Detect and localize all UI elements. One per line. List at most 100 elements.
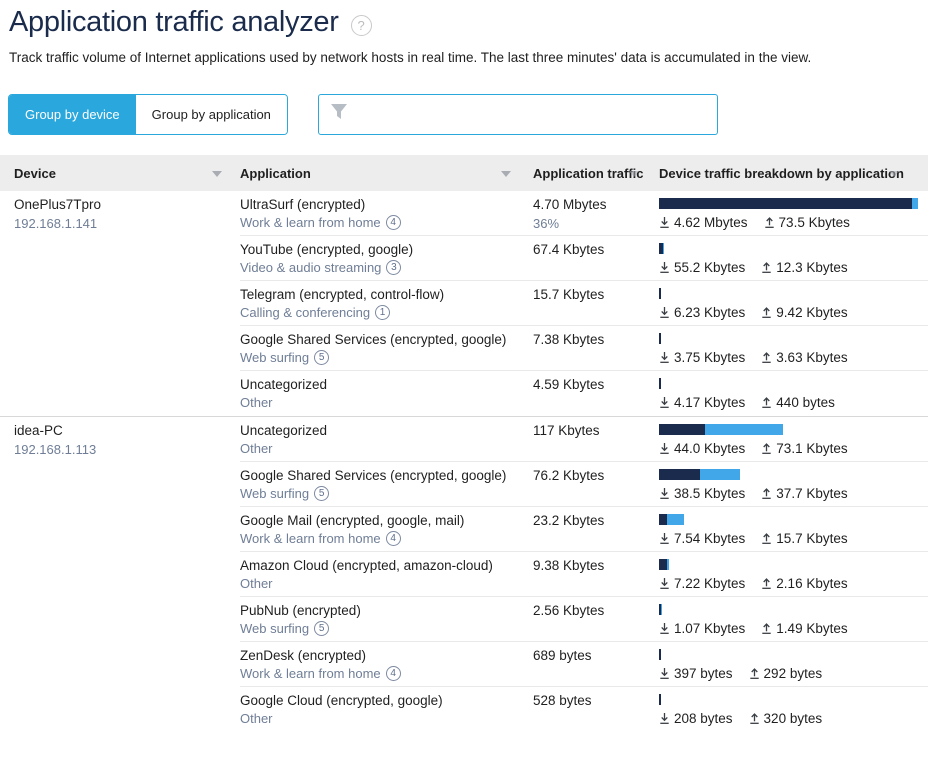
breakdown-cell: 4.62 Mbytes 73.5 Kbytes [659,197,928,235]
table-row[interactable]: Google Cloud (encrypted, google) Other 5… [240,687,928,732]
download-icon [659,712,670,725]
updown-stats: 38.5 Kbytes 37.7 Kbytes [659,486,928,501]
application-name: Amazon Cloud (encrypted, amazon-cloud) [240,558,493,573]
filter-funnel-icon [328,100,350,129]
category-number-badge: 4 [385,666,401,681]
device-cell[interactable]: OnePlus7Tpro 192.168.1.141 [0,191,240,416]
traffic-bar [659,694,920,705]
download-stat: 55.2 Kbytes [659,260,745,275]
application-name: UltraSurf (encrypted) [240,197,366,212]
category-label: Other [240,576,273,591]
application-name: Google Shared Services (encrypted, googl… [240,332,507,347]
device-cell[interactable]: idea-PC 192.168.1.113 [0,417,240,732]
table-row[interactable]: PubNub (encrypted) Web surfing 5 2.56 Kb… [240,597,928,642]
upload-bar-segment [911,198,918,209]
category-label: Calling & conferencing [240,305,371,320]
table-row[interactable]: Amazon Cloud (encrypted, amazon-cloud) O… [240,552,928,597]
table-header: Device Application Application traffic D… [0,155,928,191]
breakdown-cell: 397 bytes 292 bytes [659,648,928,686]
tab-group-by-application[interactable]: Group by application [135,95,287,134]
application-cell: Telegram (encrypted, control-flow) Calli… [240,287,533,325]
upload-stat: 1.49 Kbytes [761,621,848,636]
traffic-bar [659,424,920,435]
download-icon [659,532,670,545]
table-row[interactable]: YouTube (encrypted, google) Video & audi… [240,236,928,281]
upload-stat: 73.5 Kbytes [764,215,850,230]
category-number-badge: 3 [386,260,402,275]
traffic-value: 689 bytes [533,648,592,663]
table-row[interactable]: UltraSurf (encrypted) Work & learn from … [240,191,928,236]
application-name: ZenDesk (encrypted) [240,648,367,663]
application-category: Other [240,441,527,456]
upload-bar-segment [699,469,740,480]
upload-icon [761,487,772,500]
category-label: Work & learn from home [240,531,381,546]
traffic-bar [659,198,920,209]
sort-icon-application-traffic[interactable] [628,171,639,177]
download-bar-segment [659,198,912,209]
breakdown-cell: 4.17 Kbytes 440 bytes [659,377,928,416]
table-row[interactable]: Uncategorized Other 117 Kbytes [240,417,928,462]
category-number-badge: 5 [314,486,330,501]
application-category: Web surfing 5 [240,486,527,501]
column-header-application[interactable]: Application [240,166,533,181]
application-name: Google Shared Services (encrypted, googl… [240,468,507,483]
application-cell: Google Shared Services (encrypted, googl… [240,332,533,370]
application-traffic-cell: 15.7 Kbytes [533,287,659,325]
download-bar-segment [659,514,668,525]
upload-bar-segment [666,559,670,570]
upload-stat: 12.3 Kbytes [761,260,848,275]
application-category: Other [240,395,527,410]
upload-value: 9.42 Kbytes [776,305,848,320]
column-header-breakdown[interactable]: Device traffic breakdown by application [659,165,904,181]
application-cell: Uncategorized Other [240,423,533,461]
table-row[interactable]: Google Shared Services (encrypted, googl… [240,326,928,371]
download-icon [659,577,670,590]
tab-group-by-device[interactable]: Group by device [9,95,136,134]
application-rows: UltraSurf (encrypted) Work & learn from … [240,191,928,416]
application-cell: Uncategorized Other [240,377,533,416]
download-value: 4.62 Mbytes [674,215,748,230]
upload-bar-segment [660,604,663,615]
sort-icon-application[interactable] [501,171,511,177]
table-row[interactable]: ZenDesk (encrypted) Work & learn from ho… [240,642,928,687]
breakdown-cell: 1.07 Kbytes 1.49 Kbytes [659,603,928,641]
application-traffic-cell: 2.56 Kbytes [533,603,659,641]
sort-icon-device[interactable] [212,171,222,177]
table-row[interactable]: Uncategorized Other 4.59 Kbytes [240,371,928,416]
upload-stat: 440 bytes [761,395,835,410]
table-row[interactable]: Google Mail (encrypted, google, mail) Wo… [240,507,928,552]
application-traffic-cell: 76.2 Kbytes [533,468,659,506]
download-icon [659,487,670,500]
column-header-device[interactable]: Device [0,166,240,181]
traffic-value: 7.38 Kbytes [533,332,605,347]
download-stat: 7.54 Kbytes [659,531,745,546]
column-header-application-traffic[interactable]: Application traffic [533,165,644,181]
traffic-bar [659,604,920,615]
filter-box[interactable] [317,94,718,135]
category-label: Web surfing [240,350,310,365]
category-label: Video & audio streaming [240,260,382,275]
download-icon [659,667,670,680]
sort-icon-breakdown[interactable] [888,171,899,177]
table-row[interactable]: Telegram (encrypted, control-flow) Calli… [240,281,928,326]
breakdown-cell: 38.5 Kbytes 37.7 Kbytes [659,468,928,506]
application-category: Web surfing 5 [240,350,527,365]
download-stat: 44.0 Kbytes [659,441,745,456]
download-icon [659,396,670,409]
category-label: Other [240,711,273,726]
table-body: OnePlus7Tpro 192.168.1.141 UltraSurf (en… [0,191,928,732]
table-row[interactable]: Google Shared Services (encrypted, googl… [240,462,928,507]
upload-stat: 73.1 Kbytes [761,441,848,456]
upload-bar-segment [667,514,685,525]
help-icon[interactable]: ? [350,14,372,36]
traffic-value: 9.38 Kbytes [533,558,605,573]
traffic-value: 4.59 Kbytes [533,377,605,392]
download-stat: 1.07 Kbytes [659,621,745,636]
application-name: YouTube (encrypted, google) [240,242,414,257]
breakdown-cell: 44.0 Kbytes 73.1 Kbytes [659,423,928,461]
application-cell: Google Shared Services (encrypted, googl… [240,468,533,506]
application-category: Web surfing 5 [240,621,527,636]
filter-input[interactable] [349,95,708,134]
device-name: OnePlus7Tpro [14,197,102,212]
